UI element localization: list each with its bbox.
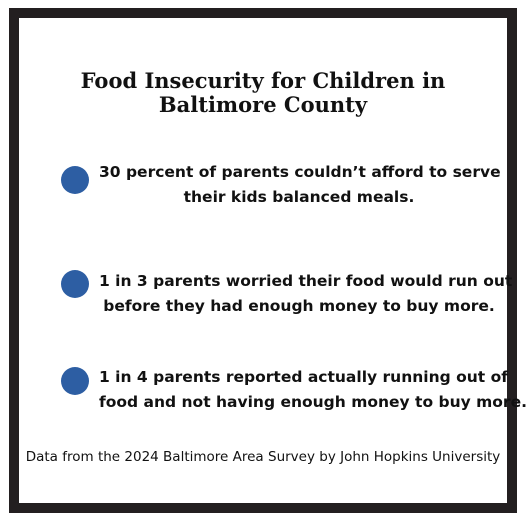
stat-text-2: 1 in 3 parents worried their food would … <box>99 269 513 319</box>
stat-1-line-2: their kids balanced meals. <box>183 188 415 206</box>
title-line-1: Food Insecurity for Children in <box>80 68 446 93</box>
stat-text-3: 1 in 4 parents reported actually running… <box>99 365 526 415</box>
bullet-circle-icon <box>61 367 89 395</box>
stat-2-line-2: before they had enough money to buy more… <box>103 297 495 315</box>
infographic-frame: Food Insecurity for Children in Baltimor… <box>9 8 526 513</box>
bullet-circle-icon <box>61 270 89 298</box>
page-title: Food Insecurity for Children in Baltimor… <box>19 69 507 117</box>
source-note: Data from the 2024 Baltimore Area Survey… <box>25 449 501 465</box>
stat-2-line-1: 1 in 3 parents worried their food would … <box>99 272 513 290</box>
stat-1-line-1: 30 percent of parents couldn’t afford to… <box>99 163 501 181</box>
stat-3-line-2: food and not having enough money to buy … <box>99 393 526 411</box>
stat-text-1: 30 percent of parents couldn’t afford to… <box>99 160 501 210</box>
stat-3-line-1: 1 in 4 parents reported actually running… <box>99 368 508 386</box>
title-line-2: Baltimore County <box>158 92 368 117</box>
bullet-circle-icon <box>61 166 89 194</box>
